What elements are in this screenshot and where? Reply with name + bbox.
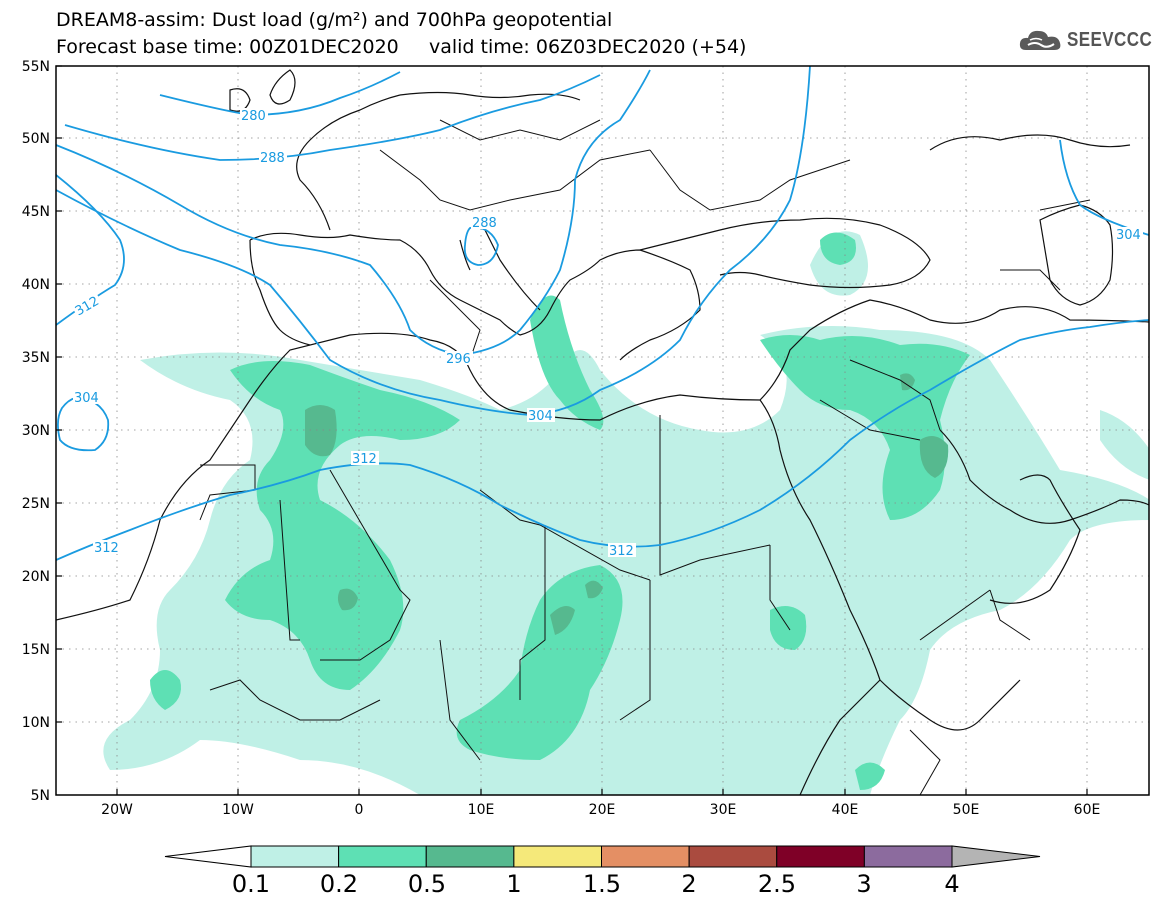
lat-label: 40N [22,277,50,293]
colorbar-label: 4 [944,870,959,898]
contour-label: 312 [94,541,119,556]
colorbar-label: 3 [856,870,871,898]
axis-ticks [56,65,1088,795]
map-subtitle: Forecast base time: 00Z01DEC2020 valid t… [56,36,747,58]
colorbar-segment [601,845,690,868]
lat-label: 55N [22,59,50,75]
lat-label: 50N [22,131,50,147]
lon-label: 20E [589,802,616,818]
contour-label: 288 [260,151,285,166]
contour-label: 304 [528,409,553,424]
colorbar-segment [688,845,778,868]
lat-label: 5N [31,788,50,804]
lat-label: 30N [22,423,50,439]
contour-label: 304 [74,391,99,406]
contour-label: 312 [352,452,377,467]
contour-label: 304 [1116,228,1141,243]
colorbar-segment [513,845,602,868]
colorbar [164,845,1041,868]
colorbar-segment [164,845,252,868]
lon-label: 40E [832,802,859,818]
colorbar-label: 0.1 [232,870,270,898]
lat-label: 20N [22,569,50,585]
lat-label: 35N [22,350,50,366]
colorbar-label: 0.5 [408,870,446,898]
latitude-labels: 55N 50N 45N 40N 35N 30N 25N 20N 15N 10N … [22,59,50,804]
map-title: DREAM8-assim: Dust load (g/m²) and 700hP… [56,9,613,31]
dust-shading [103,231,1149,795]
contour-label: 288 [472,216,497,231]
colorbar-label: 2 [681,870,696,898]
colorbar-segment [425,845,515,868]
lon-label: 10E [468,802,495,818]
lat-label: 25N [22,496,50,512]
colorbar-label: 1.5 [583,870,621,898]
lat-label: 45N [22,204,50,220]
lat-label: 15N [22,642,50,658]
contour-280 [159,71,401,116]
colorbar-label: 0.2 [320,870,358,898]
lat-label: 10N [22,715,50,731]
contour-304-east [1059,139,1149,236]
colorbar-segment [776,845,865,868]
coastlines [56,69,1149,795]
lon-label: 0 [355,802,364,818]
lon-label: 30E [710,802,737,818]
contour-label: 280 [241,109,266,124]
cloud-icon [1019,30,1061,50]
colorbar-label: 1 [506,870,521,898]
lon-label: 60E [1074,802,1101,818]
seevccc-logo: SEEVCCC [1018,26,1165,54]
lon-label: 50E [953,802,980,818]
colorbar-segment [863,845,953,868]
graticule [56,66,1149,795]
colorbar-segment [951,845,1041,868]
colorbar-label: 2.5 [758,870,796,898]
contour-label: 312 [609,544,634,559]
contour-304-small [57,397,110,452]
colorbar-labels: 0.1 0.2 0.5 1 1.5 2 2.5 3 4 [232,870,960,898]
colorbar-segment [338,845,427,868]
lon-label: 20W [101,802,133,818]
colorbar-segment [250,845,340,868]
contour-288-a [64,74,601,161]
lon-label: 10W [222,802,254,818]
contour-labels: 280 288 288 296 304 304 304 312 312 312 … [71,108,1143,559]
contour-label: 296 [446,352,471,367]
contour-288-b [463,226,499,266]
longitude-labels: 20W 10W 0 10E 20E 30E 40E 50E 60E [101,802,1100,818]
logo-text: SEEVCCC [1067,28,1153,51]
